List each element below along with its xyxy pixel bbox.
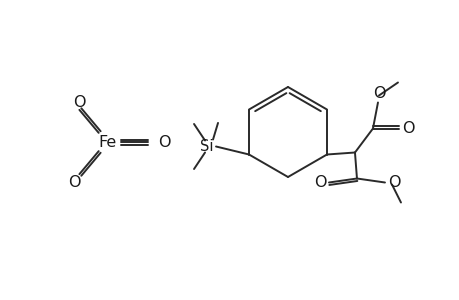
Text: O: O [157, 134, 170, 149]
Text: O: O [387, 175, 399, 190]
Text: Si: Si [200, 139, 213, 154]
Text: O: O [372, 86, 384, 101]
Text: Fe: Fe [99, 134, 117, 149]
Text: O: O [68, 175, 80, 190]
Text: O: O [401, 121, 413, 136]
Text: O: O [73, 95, 85, 110]
Text: O: O [313, 175, 325, 190]
